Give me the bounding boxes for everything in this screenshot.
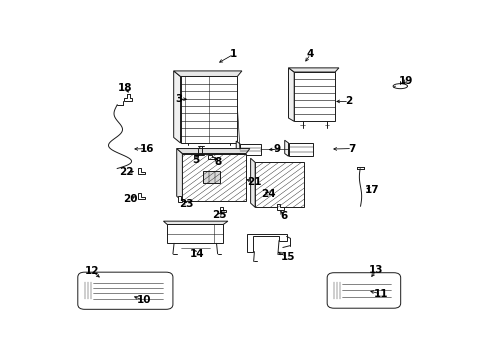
Polygon shape [288,68,338,72]
Polygon shape [277,204,284,210]
Polygon shape [208,155,214,159]
Text: 6: 6 [280,211,286,221]
Text: 13: 13 [368,265,383,275]
Bar [167,225,223,243]
Text: 15: 15 [280,252,294,262]
Text: 9: 9 [273,144,280,154]
Polygon shape [173,71,180,143]
Text: 25: 25 [212,210,226,220]
FancyBboxPatch shape [326,273,400,308]
Text: 10: 10 [136,296,151,305]
Text: 17: 17 [364,185,378,194]
Bar [180,76,237,143]
Text: 14: 14 [189,249,203,259]
Text: 3: 3 [175,94,182,104]
Polygon shape [250,158,255,207]
Polygon shape [176,149,182,201]
FancyBboxPatch shape [78,272,173,309]
Polygon shape [163,221,227,225]
Bar [288,143,312,156]
Text: 18: 18 [118,82,133,93]
Polygon shape [284,140,288,156]
Text: 1: 1 [229,49,237,59]
Polygon shape [138,168,145,174]
Polygon shape [138,193,145,199]
Text: 2: 2 [345,96,352,107]
Bar [255,162,304,207]
Polygon shape [246,234,286,252]
Polygon shape [288,68,294,121]
Text: 7: 7 [348,144,355,153]
Text: 5: 5 [192,155,199,165]
Text: 21: 21 [246,177,261,187]
Text: 19: 19 [398,76,412,86]
Text: 23: 23 [179,199,193,209]
Text: 8: 8 [214,157,222,167]
Bar [294,72,334,121]
Text: 4: 4 [306,49,313,59]
Polygon shape [236,141,240,155]
Bar [203,171,220,183]
Polygon shape [176,149,249,153]
Text: 12: 12 [85,266,99,276]
Text: 24: 24 [261,189,276,199]
Text: 20: 20 [122,194,137,204]
Text: 11: 11 [373,289,388,299]
Text: 16: 16 [140,144,155,153]
Polygon shape [173,71,242,76]
Bar [182,153,245,201]
Bar [240,144,260,155]
Text: 22: 22 [119,167,133,177]
Polygon shape [178,196,182,202]
Ellipse shape [392,84,407,89]
Polygon shape [220,207,225,212]
